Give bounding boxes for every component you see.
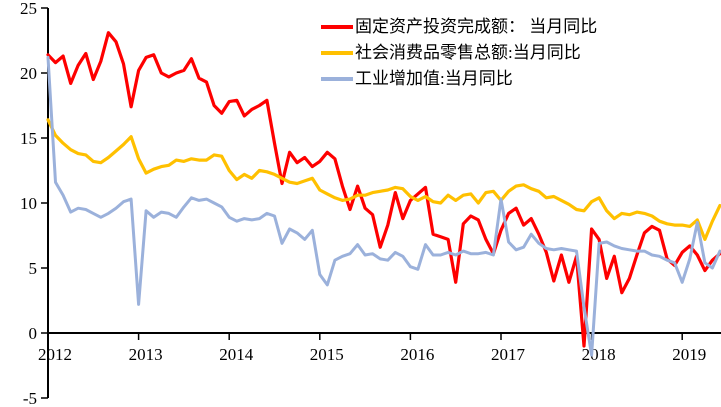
legend-item-fai: 固定资产投资完成额： 当月同比 bbox=[321, 16, 597, 38]
y-tick-label: -5 bbox=[23, 389, 37, 407]
x-tick-label: 2017 bbox=[491, 345, 526, 364]
legend-label-fai: 固定资产投资完成额： 当月同比 bbox=[355, 17, 598, 36]
legend-swatch-retail bbox=[321, 51, 353, 55]
y-tick-label: 5 bbox=[29, 259, 38, 278]
x-tick-label: 2015 bbox=[310, 345, 344, 364]
y-tick-label: 0 bbox=[29, 324, 38, 343]
x-tick-label: 2018 bbox=[582, 345, 616, 364]
x-tick-label: 2013 bbox=[129, 345, 163, 364]
series-line-2 bbox=[46, 55, 721, 357]
legend-swatch-industry bbox=[321, 77, 353, 81]
y-tick-label: 10 bbox=[20, 194, 37, 213]
y-tick-label: 15 bbox=[20, 129, 37, 148]
x-tick-label: 2019 bbox=[672, 345, 706, 364]
legend-item-industry: 工业增加值:当月同比 bbox=[321, 68, 597, 90]
legend: 固定资产投资完成额： 当月同比 社会消费品零售总额:当月同比 工业增加值:当月同… bbox=[321, 16, 597, 94]
legend-label-industry: 工业增加值:当月同比 bbox=[355, 69, 513, 88]
legend-label-retail: 社会消费品零售总额:当月同比 bbox=[355, 43, 581, 62]
legend-swatch-fai bbox=[321, 25, 353, 29]
legend-item-retail: 社会消费品零售总额:当月同比 bbox=[321, 42, 597, 64]
series-line-1 bbox=[46, 118, 721, 241]
x-tick-label: 2012 bbox=[38, 345, 72, 364]
x-tick-label: 2016 bbox=[400, 345, 434, 364]
x-tick-label: 2014 bbox=[219, 345, 254, 364]
series-line-0 bbox=[46, 31, 721, 348]
y-tick-label: 20 bbox=[20, 64, 37, 83]
y-tick-label: 25 bbox=[20, 0, 37, 18]
